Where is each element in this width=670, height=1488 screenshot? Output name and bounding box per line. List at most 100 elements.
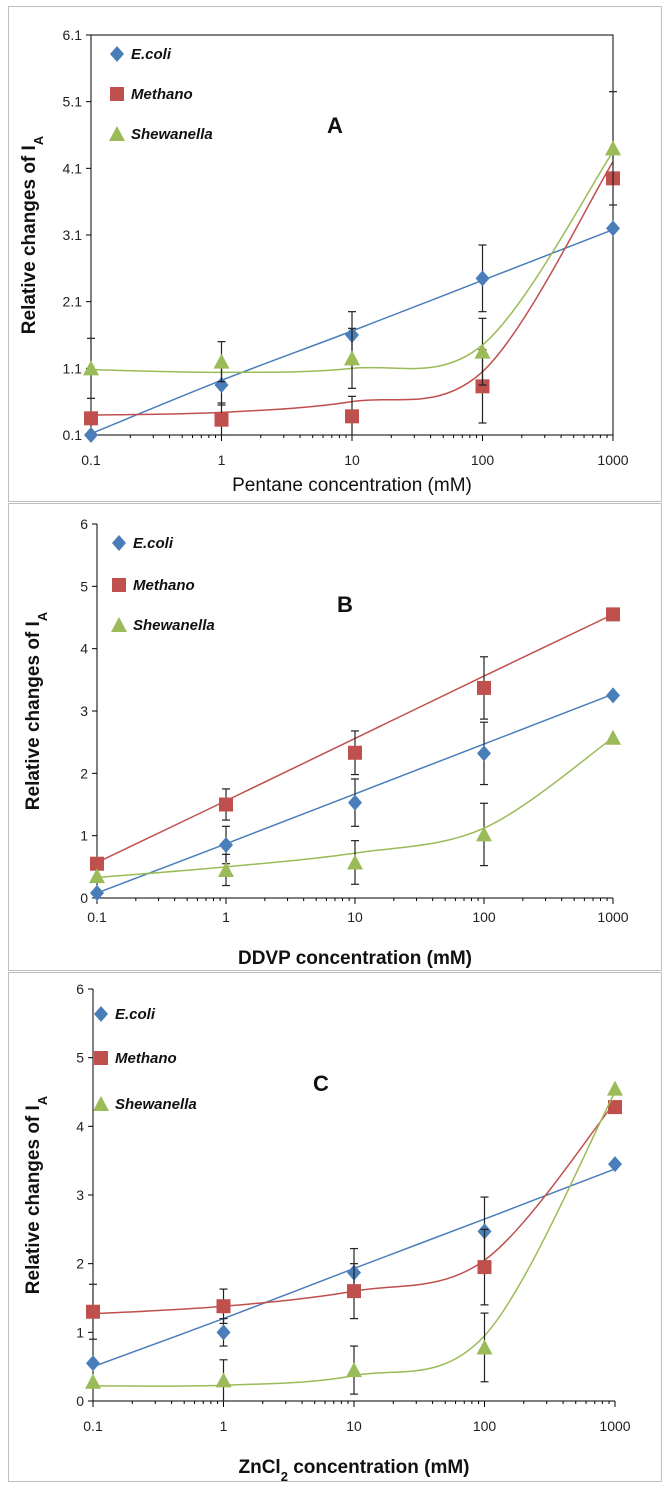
x-tick-label: 100: [473, 1418, 497, 1434]
x-tick-label: 1000: [597, 909, 628, 925]
x-axis-title-text: ZnCl: [238, 1457, 280, 1478]
chart-b-svg: 0 1 2 3 4 5 6 0.1 1 10 100 1000 DDVP concentration (…: [23, 516, 629, 969]
x-axis-title-tail: concentration (mM): [288, 1457, 470, 1478]
series-shewanella: [85, 1080, 623, 1402]
fit-line: [90, 151, 614, 374]
x-tick-label: 1: [222, 909, 230, 925]
legend-label: Methano: [115, 1050, 177, 1067]
data-point: [90, 885, 104, 902]
data-point: [219, 797, 233, 812]
y-tick-label: 5: [76, 1050, 84, 1066]
data-point: [214, 377, 229, 393]
x-tick-label: 100: [472, 909, 496, 925]
data-point: [84, 411, 98, 426]
panel-letter: C: [313, 1071, 329, 1096]
data-point: [475, 270, 490, 287]
legend-label: E.coli: [131, 46, 172, 63]
fit-line: [90, 161, 614, 416]
legend-marker: [112, 578, 126, 592]
legend-marker: [94, 1051, 108, 1065]
y-tick-label: 4: [80, 641, 88, 657]
data-point: [84, 427, 98, 443]
y-axis-title-text: Relative changes of I: [19, 145, 40, 334]
y-tick-label: 0.1: [63, 427, 83, 443]
y-tick-label: 4.1: [63, 160, 83, 176]
data-point: [346, 1362, 362, 1378]
data-point: [476, 1339, 493, 1355]
data-point: [605, 729, 621, 745]
fit-line: [92, 1091, 616, 1387]
y-tick-label: 6: [76, 981, 84, 997]
y-tick-label: 0: [76, 1393, 84, 1409]
x-tick-label: 10: [346, 1418, 362, 1434]
data-point: [347, 854, 363, 870]
data-point: [90, 856, 104, 871]
chart-a-svg: 0.1 1.1 2.1 3.1 4.1 5.1 6.1 0.1 1 10 100 1000 Pentan…: [19, 27, 629, 496]
x-tick-label: 100: [471, 452, 495, 468]
data-point: [213, 353, 230, 369]
x-axis-title: Pentane concentration (mM): [232, 475, 472, 496]
data-point: [605, 140, 621, 156]
y-axis-title: Relative changes of IA: [23, 1095, 50, 1294]
x-axis-title: ZnCl2 concentration (mM): [238, 1457, 469, 1484]
legend-marker: [93, 1096, 109, 1111]
y-tick-label: 1.1: [63, 360, 83, 376]
x-tick-label: 10: [344, 452, 360, 468]
legend-marker: [110, 46, 124, 62]
x-tick-label: 1: [220, 1418, 228, 1434]
data-point: [606, 687, 620, 704]
data-point: [86, 1355, 100, 1372]
y-tick-label: 2: [80, 765, 88, 781]
chart-panel-c: 0 1 2 3 4 5 6 0.1 1 10 100 1000 ZnCl2 concentration …: [8, 972, 662, 1484]
y-axis-title: Relative changes of IA: [23, 611, 50, 810]
y-tick-label: 1: [76, 1324, 84, 1340]
legend-label: Shewanella: [133, 617, 215, 634]
series-methano: [90, 607, 620, 871]
y-tick-label: 2.1: [63, 294, 83, 310]
legend-marker: [94, 1006, 108, 1022]
series-shewanella: [83, 91, 621, 399]
x-tick-label: 1000: [597, 452, 628, 468]
y-tick-label: 3: [76, 1187, 84, 1203]
legend-label: Methano: [133, 577, 195, 594]
data-point: [215, 1372, 232, 1388]
data-point: [347, 1284, 361, 1299]
data-point: [348, 745, 362, 760]
legend-label: Shewanella: [131, 126, 213, 143]
data-point: [606, 220, 620, 237]
data-point: [476, 826, 492, 842]
legend-label: Shewanella: [115, 1096, 197, 1113]
data-point: [214, 412, 229, 427]
chart-panel-b: 0 1 2 3 4 5 6 0.1 1 10 100 1000 DDVP concentration (…: [8, 503, 662, 971]
data-point: [218, 861, 234, 877]
legend-marker: [110, 87, 124, 101]
legend-marker: [111, 617, 127, 632]
y-axis-title-sub: A: [35, 611, 50, 621]
y-axis-title-text: Relative changes of I: [23, 621, 44, 810]
x-tick-label: 0.1: [83, 1418, 103, 1434]
data-point: [477, 1260, 492, 1275]
y-tick-label: 3.1: [63, 227, 83, 243]
legend-label: E.coli: [133, 535, 174, 552]
x-axis-title-text: Pentane concentration (mM): [232, 475, 472, 496]
panel-letter: B: [337, 592, 353, 617]
y-axis-title-sub: A: [35, 1095, 50, 1105]
data-point: [345, 409, 359, 424]
x-tick-label: 10: [347, 909, 363, 925]
data-point: [477, 680, 491, 695]
y-tick-label: 6.1: [63, 27, 83, 43]
data-point: [474, 343, 491, 359]
y-axis-title-sub: A: [31, 135, 46, 145]
series-methano: [86, 1100, 622, 1340]
series-methano: [84, 161, 620, 436]
y-tick-label: 6: [80, 516, 88, 532]
x-tick-label: 1000: [599, 1418, 630, 1434]
y-tick-label: 3: [80, 703, 88, 719]
x-axis-title-text: DDVP concentration (mM): [238, 948, 472, 969]
y-tick-label: 0: [80, 890, 88, 906]
legend-label: Methano: [131, 86, 193, 103]
legend-label: E.coli: [115, 1006, 156, 1023]
data-point: [85, 1373, 101, 1389]
series-shewanella: [89, 729, 621, 887]
x-tick-label: 1: [218, 452, 226, 468]
